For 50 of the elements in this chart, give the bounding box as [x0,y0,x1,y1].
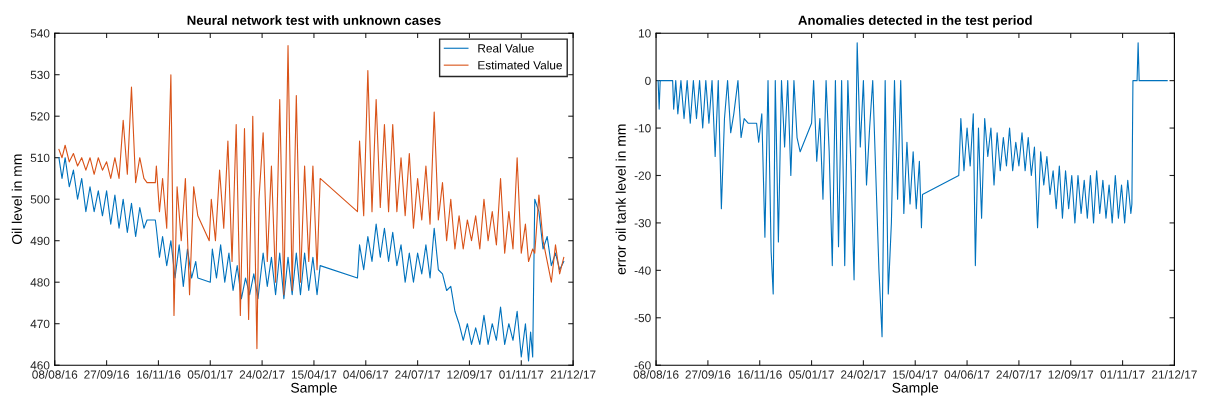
y-tick-label: 480 [30,278,50,287]
x-tick-label: 04/06/17 [343,370,389,379]
x-tick-label: 08/08/16 [633,370,679,379]
y-tick-label: -30 [634,218,651,228]
x-tick-label: 27/09/16 [685,370,731,379]
y-tick-label: -40 [634,266,651,275]
x-tick-label: 08/08/16 [32,370,78,379]
line-series [58,157,565,362]
x-tick-label: 01/11/17 [1100,370,1145,379]
y-tick-label: -20 [634,171,651,180]
x-tick-label: 21/12/17 [1152,370,1197,379]
y-tick-label: -60 [634,361,651,370]
y-tick-label: 460 [30,361,50,370]
x-tick-label: 15/04/17 [291,370,337,379]
x-tick-label: 24/02/17 [841,370,886,379]
x-tick-label: 24/02/17 [239,370,285,379]
y-axis-title: Oil level in mm [11,154,22,245]
y-tick-label: 500 [30,195,50,204]
legend-label: Real Value [478,43,534,53]
x-tick-label: 24/07/17 [996,370,1042,379]
x-tick-label: 01/11/17 [499,370,544,379]
x-tick-label: 15/04/17 [893,370,938,379]
y-tick-label: 470 [30,319,50,329]
legend-label: Estimated Value [478,60,562,70]
chart-title: Anomalies detected in the test period [798,15,1032,28]
y-axis-title: error oil tank level in mm [615,124,626,275]
x-tick-label: 12/09/17 [447,370,492,379]
y-tick-label: -50 [634,313,651,323]
y-tick-label: 490 [30,236,50,246]
x-tick-label: 27/09/16 [84,370,130,379]
x-tick-label: 05/01/17 [187,370,233,379]
y-tick-label: 540 [30,29,50,38]
y-tick-label: 530 [30,70,50,80]
x-axis-title: Sample [892,382,939,396]
x-tick-label: 12/09/17 [1048,370,1094,379]
y-tick-label: 510 [30,153,50,163]
x-tick-label: 05/01/17 [789,370,834,379]
y-tick-label: 10 [638,29,651,38]
y-tick-label: 520 [30,112,50,121]
line-series [657,42,1168,338]
y-tick-label: -10 [634,124,651,133]
x-tick-label: 21/12/17 [550,370,596,379]
line-series [58,45,565,350]
chart-title: Neural network test with unknown cases [187,15,441,25]
x-tick-label: 16/11/16 [738,370,782,379]
x-tick-label: 04/06/17 [944,370,990,379]
x-tick-label: 24/07/17 [395,370,440,379]
x-axis-title: Sample [291,382,337,396]
x-tick-label: 16/11/16 [136,370,181,379]
y-tick-label: 0 [645,76,651,86]
